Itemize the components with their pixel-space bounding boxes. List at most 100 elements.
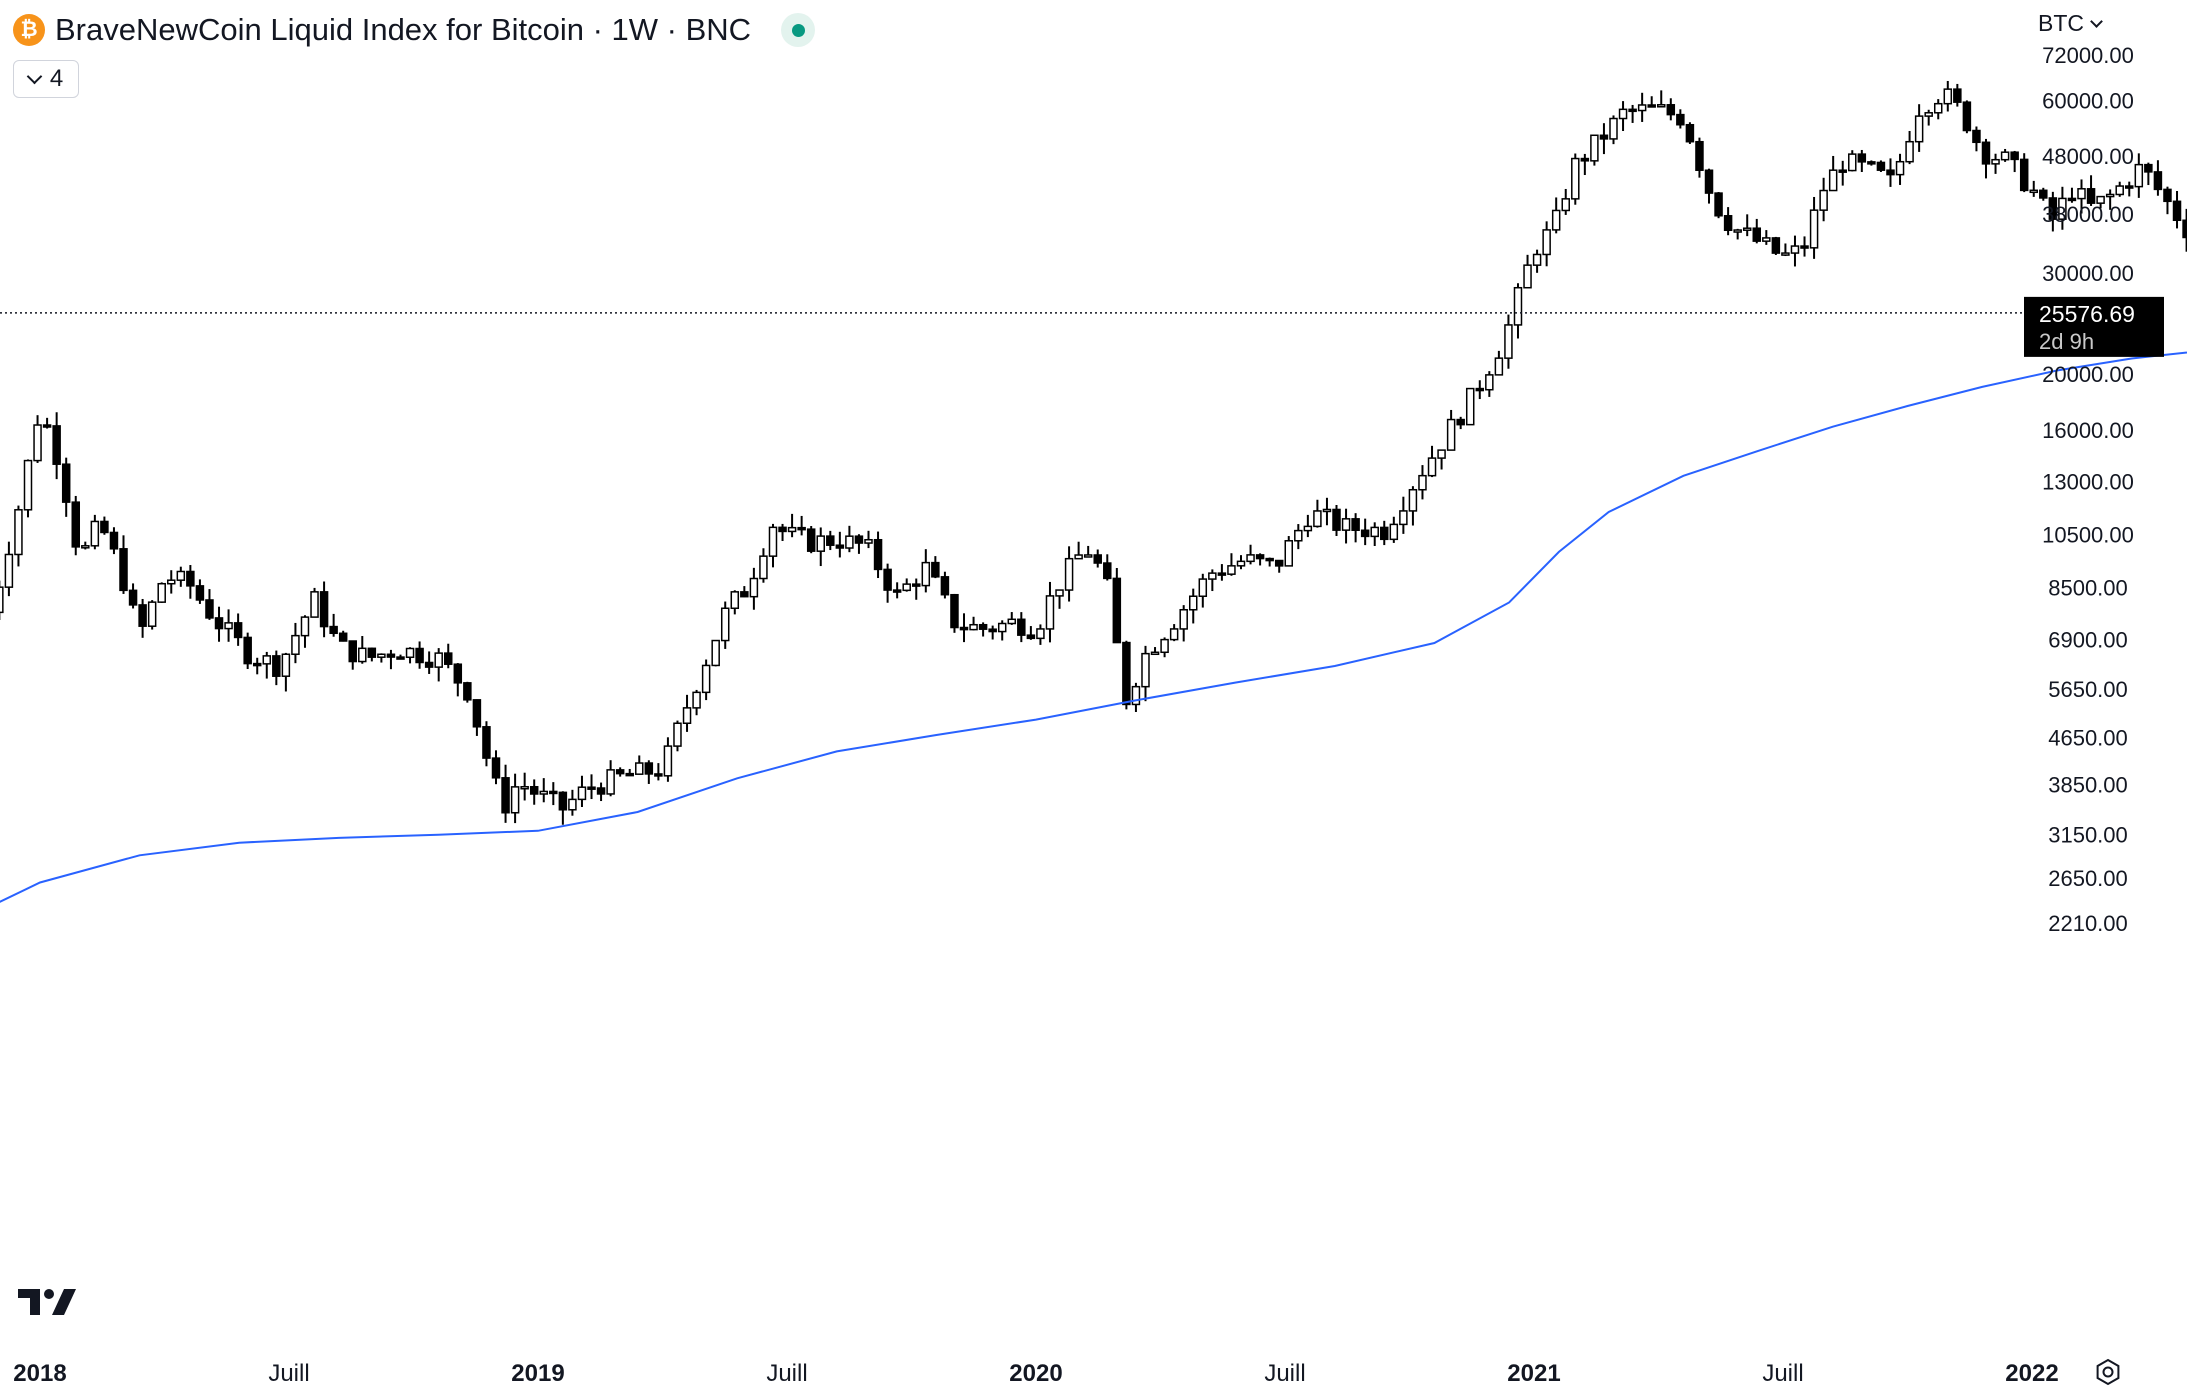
candle (1762, 230, 1771, 245)
candle (233, 613, 243, 646)
candle (682, 694, 692, 732)
candle (2096, 195, 2105, 209)
candle (2077, 179, 2086, 214)
candle (424, 651, 434, 674)
candle (291, 622, 300, 664)
candle (491, 750, 501, 785)
candle (1208, 569, 1217, 592)
candle (90, 514, 100, 550)
candle (1418, 465, 1427, 500)
candle (2144, 162, 2153, 186)
candle (1828, 155, 1838, 192)
candle (310, 587, 319, 618)
candle (1360, 518, 1370, 546)
candle (1437, 449, 1446, 470)
candle (1083, 545, 1093, 558)
y-tick-label: 60000.00 (2042, 88, 2134, 113)
bar-countdown: 2d 9h (2039, 329, 2094, 354)
candle (14, 505, 23, 567)
candle (1236, 555, 1246, 570)
candle (826, 530, 835, 551)
candle (2172, 190, 2182, 229)
candle (2105, 189, 2115, 210)
candle (1150, 647, 1160, 656)
candle (1188, 588, 1198, 624)
candle (2067, 187, 2077, 203)
candle (1723, 207, 1733, 236)
candle (463, 681, 472, 703)
candle (1848, 150, 1857, 172)
candle (329, 613, 338, 637)
candle (997, 620, 1007, 641)
candle (1742, 214, 1752, 237)
candle (2039, 187, 2048, 201)
y-tick-label: 48000.00 (2042, 144, 2134, 169)
candle (969, 616, 978, 631)
candle (673, 720, 682, 752)
y-tick-label: 8500.00 (2048, 575, 2128, 600)
candle (921, 549, 931, 593)
candle (100, 516, 109, 535)
candle (1179, 605, 1188, 642)
candle (1981, 138, 1991, 179)
candle (1227, 553, 1236, 576)
y-tick-label: 10500.00 (2042, 523, 2134, 548)
currency-selector[interactable]: BTC (2038, 10, 2103, 37)
candle (243, 632, 252, 669)
candle (644, 760, 654, 784)
symbol-title[interactable]: BraveNewCoin Liquid Index for Bitcoin · … (55, 12, 752, 47)
candle (892, 582, 902, 599)
candle (2134, 153, 2144, 198)
candle (1695, 137, 1704, 178)
candle (835, 531, 845, 558)
candle (778, 523, 787, 541)
candle (520, 772, 529, 801)
candle (539, 778, 549, 803)
x-tick-label: 2020 (1009, 1360, 1062, 1387)
candle (873, 531, 883, 579)
candle (1017, 612, 1026, 643)
candle (759, 548, 768, 583)
candle (281, 652, 291, 692)
candle (109, 527, 119, 555)
candle (1914, 104, 1924, 152)
price-axis: 72000.00 60000.00 48000.00 38000.00 30000.00… (2042, 43, 2134, 936)
candle (1198, 573, 1208, 608)
candle (1332, 504, 1341, 536)
candle (1905, 130, 1914, 165)
candle (1657, 90, 1666, 108)
candle (42, 417, 52, 429)
candle (1962, 100, 1972, 134)
tradingview-logo-icon[interactable] (16, 1283, 80, 1319)
candle (1637, 92, 1647, 122)
candlestick-series (0, 80, 2187, 825)
candle (1933, 99, 1943, 120)
candle (692, 689, 701, 716)
moving-average-line (0, 351, 2187, 903)
y-tick-label: 2210.00 (2048, 911, 2128, 936)
chart-header: ₿ BraveNewCoin Liquid Index for Bitcoin … (13, 10, 816, 50)
settings-gear-icon[interactable] (2094, 1358, 2122, 1386)
time-axis: 2018 Juill 2019 Juill 2020 Juill 2021 Juill 2022… (13, 1360, 2058, 1387)
candle (52, 412, 61, 480)
candle (1771, 236, 1781, 255)
market-status-indicator[interactable] (781, 13, 816, 47)
candle (1895, 153, 1905, 185)
candle (1380, 520, 1389, 546)
candle (577, 775, 587, 808)
candle (1389, 516, 1399, 543)
candle (1542, 221, 1551, 267)
candle (33, 415, 42, 463)
candle (1551, 197, 1561, 234)
candle (950, 593, 959, 633)
candle (1886, 158, 1895, 187)
candle (635, 755, 644, 775)
candle (1580, 153, 1590, 176)
candle (1599, 123, 1609, 155)
candle (2058, 186, 2067, 230)
indicators-toggle-button[interactable]: 4 (13, 60, 79, 98)
candle (1294, 524, 1303, 550)
candle (740, 586, 749, 598)
candle (482, 721, 491, 767)
